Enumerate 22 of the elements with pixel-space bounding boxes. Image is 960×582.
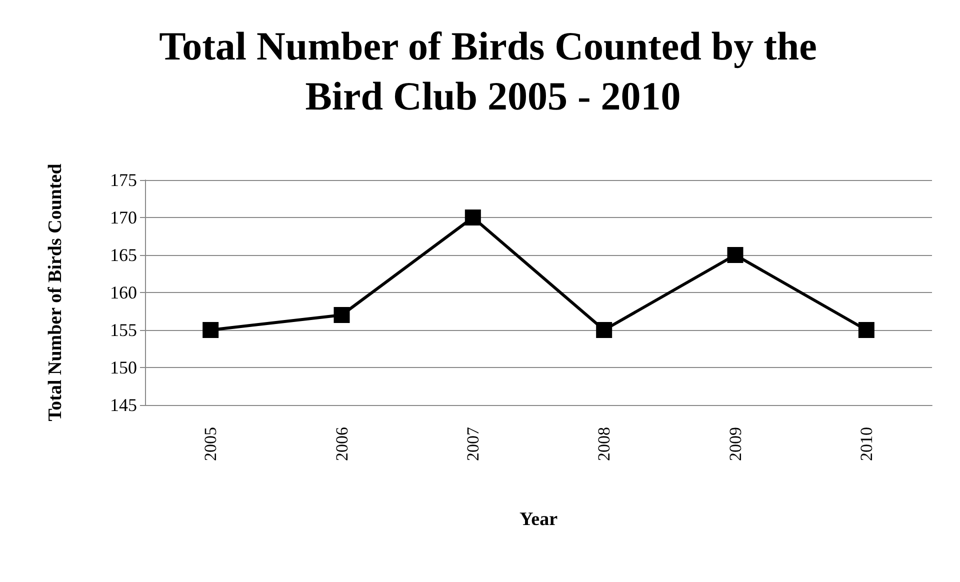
y-tick-label: 175	[110, 170, 137, 190]
y-tick-label: 160	[110, 282, 137, 302]
point	[727, 247, 744, 263]
point	[202, 322, 219, 338]
x-tick-label: 2009	[726, 427, 745, 461]
point	[858, 322, 874, 338]
x-tick-label: 2006	[332, 427, 352, 461]
y-tick-label: 145	[110, 395, 137, 415]
y-axis-title: Total Number of Birds Counted	[45, 163, 66, 422]
x-tick-label: 2005	[201, 427, 220, 461]
point	[464, 210, 481, 226]
y-tick-label: 150	[110, 358, 137, 378]
x-axis-title: Year	[520, 509, 558, 530]
y-tick-label: 165	[110, 245, 137, 265]
point	[334, 307, 350, 323]
x-tick-label: 2007	[463, 426, 482, 461]
x-tick-label: 2008	[594, 427, 614, 461]
x-tick-label: 2010	[856, 427, 876, 461]
chart-title: Total Number of Birds Counted by the Bird Club 2005 - 2010	[159, 24, 827, 118]
point	[596, 322, 612, 338]
y-tick-label: 170	[110, 208, 137, 228]
y-tick-label: 155	[110, 320, 137, 340]
